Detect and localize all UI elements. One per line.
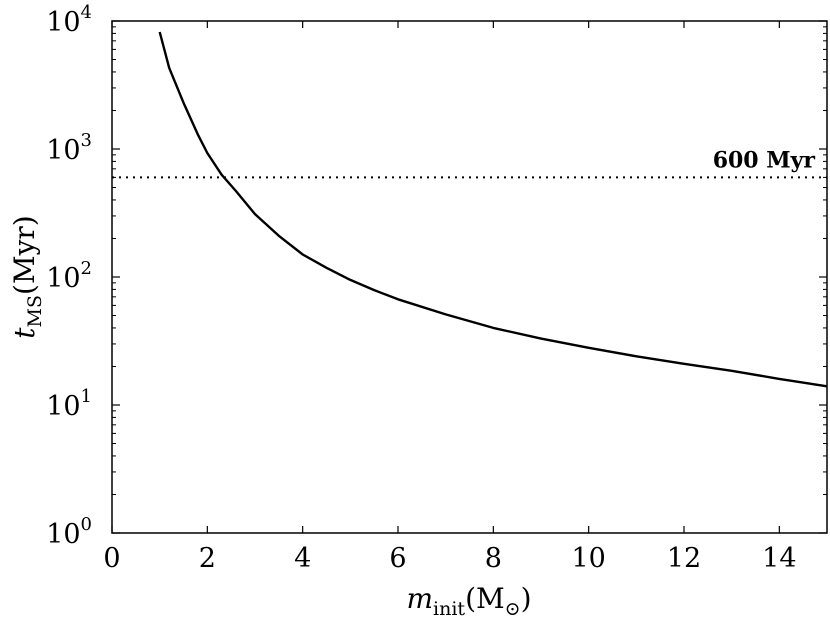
x-tick-label: 6 <box>389 543 406 574</box>
x-tick-label: 8 <box>485 543 502 574</box>
threshold-label: 600 Myr <box>713 147 816 173</box>
y-tick-label: 104 <box>46 2 92 38</box>
x-tick-label: 12 <box>667 543 701 574</box>
y-tick-label: 103 <box>46 130 92 166</box>
y-tick-label: 102 <box>46 258 92 294</box>
x-tick-label: 2 <box>199 543 216 574</box>
x-axis-label: minit(M⊙) <box>406 582 531 619</box>
x-axis-ticks: 0 2 4 6 8 10 12 14 <box>103 21 797 574</box>
x-tick-label: 14 <box>762 543 796 574</box>
annotation-layer: 600 Myr <box>112 147 827 179</box>
series-line <box>158 31 828 388</box>
y-axis-label: tMS(Myr) <box>8 215 46 338</box>
y-axis-ticks: 100 101 102 103 104 <box>46 2 827 550</box>
y-tick-label: 100 <box>46 514 92 550</box>
y-tick-label: 101 <box>46 386 92 422</box>
series-layer <box>158 31 828 388</box>
x-tick-label: 0 <box>103 543 120 574</box>
x-tick-label: 4 <box>294 543 311 574</box>
x-tick-label: 10 <box>571 543 605 574</box>
plot-area <box>111 20 828 534</box>
